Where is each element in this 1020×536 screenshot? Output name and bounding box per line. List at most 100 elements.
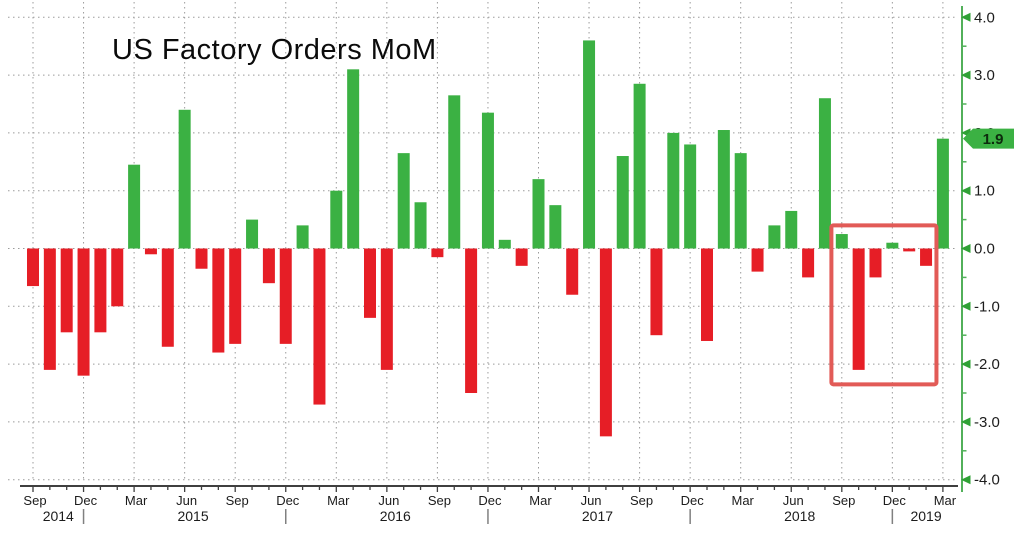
bar-Jun-2018 xyxy=(785,210,798,249)
bar-Mar-2015 xyxy=(128,164,141,249)
bar-Jan-2017 xyxy=(498,239,511,249)
bar-Nov-2017 xyxy=(667,132,680,249)
x-tick-label-Sep-2018: Sep xyxy=(832,493,855,508)
y-tick-label--1.0: -1.0 xyxy=(974,298,1000,315)
y-tick-label-0.0: 0.0 xyxy=(974,241,995,258)
bar-Dec-2018 xyxy=(886,242,899,249)
y-tick-arrow--1.0 xyxy=(961,301,971,311)
bar-Dec-2017 xyxy=(684,144,697,249)
bar-Jun-2015 xyxy=(178,109,191,249)
bar-Sep-2018 xyxy=(835,234,848,249)
bar-Apr-2016 xyxy=(347,69,360,249)
x-tick-label-Sep-2017: Sep xyxy=(630,493,653,508)
bar-Oct-2016 xyxy=(448,95,461,249)
bar-Feb-2015 xyxy=(111,248,124,307)
bar-May-2016 xyxy=(364,248,376,318)
bar-Jul-2018 xyxy=(802,248,815,278)
y-tick-label-3.0: 3.0 xyxy=(974,67,995,84)
bar-Oct-2015 xyxy=(246,219,259,249)
highlight-box xyxy=(829,223,939,387)
x-tick-label-Mar-2015: Mar xyxy=(125,493,148,508)
y-tick-arrow--3.0 xyxy=(961,417,971,427)
y-tick-arrow-3.0 xyxy=(961,70,971,80)
bar-Aug-2015 xyxy=(212,248,225,353)
bar-Feb-2017 xyxy=(515,248,528,266)
bar-Dec-2015 xyxy=(279,248,292,344)
x-tick-label-Jun-2018: Jun xyxy=(783,493,804,508)
bar-Nov-2014 xyxy=(60,248,73,333)
x-tick-label-Dec-2014: Dec xyxy=(74,493,98,508)
y-tick-arrow--4.0 xyxy=(961,475,971,485)
bar-Nov-2016 xyxy=(465,248,478,393)
bar-Dec-2016 xyxy=(481,112,494,249)
y-tick-label-4.0: 4.0 xyxy=(974,9,995,26)
bar-May-2018 xyxy=(768,225,781,249)
x-tick-label-Jun-2017: Jun xyxy=(581,493,602,508)
x-tick-label-Sep-2016: Sep xyxy=(428,493,451,508)
bar-Jul-2017 xyxy=(599,248,612,437)
bar-Jun-2017 xyxy=(583,40,596,249)
x-tick-label-Sep-2014: Sep xyxy=(23,493,46,508)
bar-Apr-2015 xyxy=(144,248,157,255)
y-tick-arrow-1.0 xyxy=(961,186,971,196)
last-value-badge xyxy=(963,128,1014,149)
y-tick-label--4.0: -4.0 xyxy=(974,472,1000,489)
year-label-2016: 2016 xyxy=(380,508,411,524)
y-tick-label--3.0: -3.0 xyxy=(974,414,1000,431)
bar-Jan-2018 xyxy=(701,248,713,341)
x-tick-label-Mar-2018: Mar xyxy=(732,493,755,508)
bar-May-2017 xyxy=(566,248,579,295)
last-value-badge-label: 1.9 xyxy=(983,131,1004,148)
x-tick-label-Jun-2016: Jun xyxy=(378,493,399,508)
y-tick-arrow-4.0 xyxy=(961,12,971,22)
bar-Feb-2019 xyxy=(920,248,933,266)
year-label-2019: 2019 xyxy=(910,508,941,524)
y-tick-arrow--2.0 xyxy=(961,359,971,369)
bar-Feb-2018 xyxy=(717,130,730,249)
bar-Jul-2015 xyxy=(195,248,208,269)
bar-Jan-2019 xyxy=(903,248,916,252)
bar-Jan-2015 xyxy=(94,248,107,333)
bar-Jun-2016 xyxy=(380,248,393,370)
y-tick-label--2.0: -2.0 xyxy=(974,356,1000,373)
bar-Nov-2018 xyxy=(869,248,882,278)
x-tick-label-Mar-2017: Mar xyxy=(529,493,552,508)
bar-Mar-2018 xyxy=(734,153,747,249)
bar-Jan-2016 xyxy=(296,225,309,249)
bar-Mar-2019 xyxy=(936,138,949,249)
bar-Feb-2016 xyxy=(313,248,326,405)
bar-Dec-2014 xyxy=(77,248,90,376)
bar-Aug-2016 xyxy=(414,202,427,249)
bar-Mar-2017 xyxy=(532,179,545,249)
bar-Jul-2016 xyxy=(397,153,410,249)
bar-Sep-2017 xyxy=(633,83,646,249)
x-tick-label-Dec-2016: Dec xyxy=(478,493,502,508)
year-label-2017: 2017 xyxy=(582,508,613,524)
bar-Apr-2017 xyxy=(549,205,562,249)
bar-Apr-2018 xyxy=(751,248,764,272)
bar-Aug-2017 xyxy=(616,156,629,249)
x-tick-label-Mar-2016: Mar xyxy=(327,493,350,508)
year-label-2014: 2014 xyxy=(43,508,74,524)
bar-Aug-2018 xyxy=(818,98,831,249)
bar-Sep-2015 xyxy=(229,248,242,344)
chart-title: US Factory Orders MoM xyxy=(112,34,437,66)
y-tick-label-1.0: 1.0 xyxy=(974,183,995,200)
x-tick-label-Dec-2018: Dec xyxy=(883,493,907,508)
year-label-2015: 2015 xyxy=(177,508,208,524)
bar-Oct-2014 xyxy=(43,248,56,370)
bar-May-2015 xyxy=(161,248,174,347)
bar-Oct-2017 xyxy=(650,248,663,336)
year-label-2018: 2018 xyxy=(784,508,815,524)
x-tick-label-Dec-2017: Dec xyxy=(681,493,705,508)
x-tick-label-Sep-2015: Sep xyxy=(226,493,249,508)
x-tick-label-Dec-2015: Dec xyxy=(276,493,300,508)
x-tick-label-Jun-2015: Jun xyxy=(176,493,197,508)
bar-Oct-2018 xyxy=(852,248,865,370)
bar-Sep-2014 xyxy=(27,248,39,287)
x-tick-label-Mar-2019: Mar xyxy=(934,493,957,508)
bar-Mar-2016 xyxy=(330,190,343,249)
y-tick-arrow-0.0 xyxy=(961,244,971,253)
